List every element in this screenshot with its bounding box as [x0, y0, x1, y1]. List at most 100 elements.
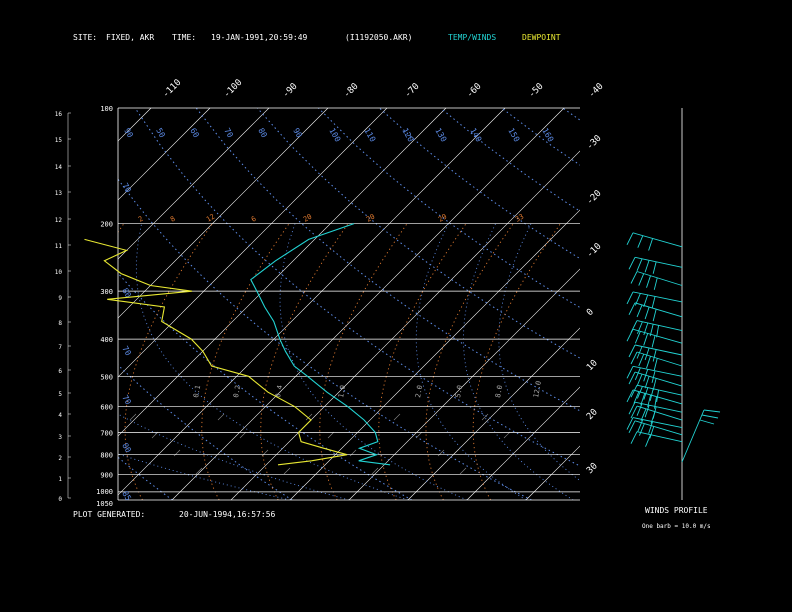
mixing-ratio-label: 29 [437, 213, 448, 224]
isotherm-label: -90 [281, 82, 300, 101]
dry-adiabat [118, 456, 173, 500]
hatch-mark [503, 431, 511, 439]
wind-barb [644, 347, 650, 361]
height-tick-label: 13 [55, 190, 63, 197]
wind-barb [699, 419, 715, 425]
dry-adiabat [379, 108, 580, 260]
hatch-mark [327, 431, 335, 439]
wind-barb [636, 386, 643, 399]
legend-dewpoint: DEWPOINT [522, 33, 561, 42]
height-tick-label: 5 [58, 391, 62, 398]
moist-adiabat-label: 1.0 [337, 384, 347, 398]
moist-adiabat [279, 223, 468, 500]
wind-barb [645, 434, 651, 447]
plot-generated-label: PLOT GENERATED: [73, 510, 146, 519]
wind-barb [628, 344, 636, 358]
wind-barb-shaft [634, 371, 683, 387]
mixing-ratio-line [201, 223, 290, 500]
isotherm-label: -110 [161, 78, 183, 100]
height-tick-label: 12 [55, 217, 63, 224]
wind-barb-shaft [634, 401, 683, 413]
wind-barb-shaft [632, 365, 683, 377]
wind-barb [644, 376, 650, 389]
wind-barb [646, 356, 651, 369]
isotherm-line [348, 268, 580, 500]
isotherm-label: -100 [222, 78, 244, 100]
pressure-tick-label: 900 [100, 471, 113, 479]
wind-barb-shaft [634, 256, 683, 268]
wind-barb-shaft [632, 328, 683, 344]
wind-barb [640, 408, 647, 422]
wind-barb [634, 367, 641, 380]
isotherm-line [230, 150, 580, 500]
plot-generated-value: 20-JUN-1994,16:57:56 [179, 510, 276, 519]
wind-barb [630, 405, 638, 419]
pressure-tick-label: 700 [100, 429, 113, 437]
height-tick-label: 2 [58, 455, 62, 462]
dry-adiabat [746, 108, 792, 500]
wind-barb [628, 371, 636, 385]
moist-adiabat-label: 0.4 [274, 384, 284, 398]
moist-adiabat-label: 0.1 [192, 384, 202, 398]
wind-barb-shaft [632, 291, 683, 303]
isotherm-label: -10 [585, 242, 604, 261]
time-value: 19-JAN-1991,20:59:49 [211, 33, 308, 42]
mixing-ratio-line [124, 223, 213, 500]
wind-barb [651, 370, 656, 383]
dry-adiabat [118, 272, 413, 500]
isotherm-label: 30 [585, 461, 600, 476]
wind-barb [653, 277, 658, 290]
wind-barb [652, 261, 657, 274]
dry-adiabat-label: 90 [122, 127, 135, 140]
wind-barb [637, 419, 644, 432]
wind-barb-shaft [636, 384, 683, 396]
isotherm-line [289, 209, 580, 500]
wind-barb-shaft [636, 431, 683, 443]
wind-barb [637, 235, 644, 248]
wind-barb [628, 257, 636, 270]
isotherm-label: -20 [585, 189, 604, 208]
wind-barb [626, 329, 634, 342]
wind-barb [628, 420, 636, 433]
dry-adiabat [685, 108, 792, 500]
hatch-mark [283, 467, 291, 475]
moist-adiabat-label: 2.0 [414, 384, 424, 398]
isotherm-label: -30 [585, 134, 604, 153]
wind-barb [651, 296, 656, 309]
wind-barb [656, 389, 660, 403]
dry-adiabat [195, 108, 580, 412]
wind-barb [636, 403, 643, 416]
mixing-ratio-line [378, 223, 467, 500]
wind-barb [630, 431, 638, 444]
hatch-mark [195, 467, 203, 475]
dry-adiabat-label: 70 [120, 345, 133, 358]
isotherm-line [118, 108, 270, 260]
isotherm-line [585, 108, 792, 500]
wind-barb [656, 325, 660, 338]
dry-adiabat [134, 108, 580, 467]
height-tick-label: 3 [58, 434, 62, 441]
isotherm-label: -70 [403, 82, 422, 101]
hatch-mark [305, 413, 313, 421]
wind-barb [638, 273, 645, 286]
wind-barb [626, 366, 634, 379]
hatch-mark [415, 431, 423, 439]
wind-barb-shaft [636, 320, 683, 331]
file-id: (I1192050.AKR) [345, 33, 413, 42]
dry-adiabat [624, 108, 792, 500]
moist-adiabat-label: 8.0 [494, 384, 504, 398]
dry-adiabat [562, 108, 580, 121]
wind-barb [636, 304, 643, 318]
wind-barb [644, 306, 650, 320]
height-tick-label: 14 [55, 164, 63, 171]
wind-barb [626, 417, 634, 430]
wind-barb-shaft [634, 420, 683, 436]
wind-barb [633, 391, 640, 404]
moist-adiabat [415, 223, 527, 500]
isotherm-line [118, 108, 506, 496]
isotherm-line [171, 108, 565, 500]
pressure-tick-label: 1050 [96, 500, 113, 508]
isotherm-line [0, 108, 33, 500]
winds-profile-title: WINDS PROFILE [645, 506, 708, 515]
wind-barb [653, 358, 658, 371]
